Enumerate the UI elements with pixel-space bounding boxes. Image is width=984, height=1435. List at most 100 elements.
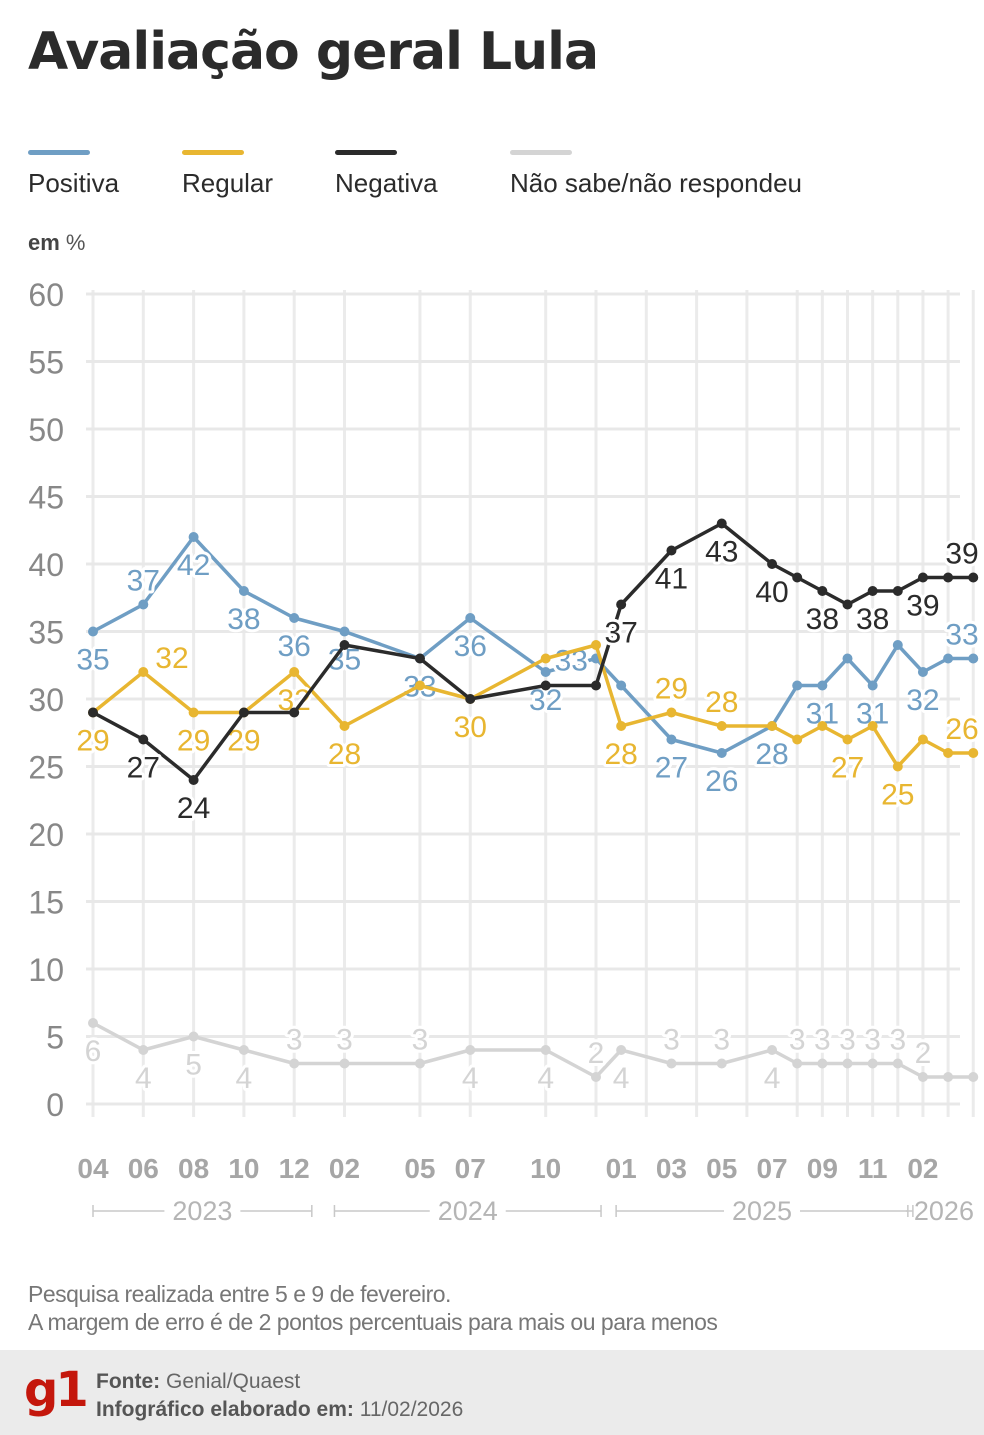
series-line-regular	[91, 643, 974, 769]
data-point-negativa	[767, 559, 778, 569]
legend-item-regular: Regular	[182, 150, 273, 199]
data-point-negativa	[138, 734, 149, 745]
data-label-regular: 26	[945, 713, 978, 746]
data-label-n-o-sabe-n-o-respondeu: 3	[839, 1024, 856, 1057]
x-tick-label: 10	[530, 1153, 561, 1184]
data-label-regular: 28	[328, 738, 361, 771]
data-point-negativa	[540, 680, 551, 691]
data-label-positiva: 36	[278, 630, 311, 663]
x-tick-label: 12	[279, 1153, 310, 1184]
data-point-positiva	[968, 653, 979, 664]
chart-notes: Pesquisa realizada entre 5 e 9 de fevere…	[28, 1280, 718, 1336]
series-line-n-o-sabe-n-o-respondeu	[92, 1021, 974, 1079]
data-point-positiva	[716, 748, 727, 758]
data-point-n-o-sabe-n-o-respondeu	[666, 1058, 677, 1069]
legend-swatch-nao-sabe	[510, 150, 572, 155]
y-tick-label: 50	[28, 412, 64, 448]
data-point-regular	[968, 748, 979, 758]
data-point-regular	[767, 721, 778, 731]
data-label-n-o-sabe-n-o-respondeu: 4	[236, 1062, 253, 1095]
data-point-n-o-sabe-n-o-respondeu	[591, 1072, 601, 1082]
data-label-n-o-sabe-n-o-respondeu: 2	[915, 1037, 932, 1070]
data-point-n-o-sabe-n-o-respondeu	[339, 1058, 350, 1069]
data-point-negativa	[88, 707, 98, 718]
data-point-regular	[867, 721, 878, 731]
data-point-regular	[917, 734, 928, 745]
data-point-positiva	[540, 667, 551, 677]
legend-label-nao-sabe: Não sabe/não respondeu	[510, 168, 803, 198]
data-point-regular	[540, 653, 551, 664]
x-tick-label: 05	[706, 1153, 737, 1184]
data-label-positiva: 42	[177, 549, 210, 582]
g1-logo: g1	[24, 1362, 89, 1418]
data-label-positiva: 32	[906, 684, 939, 717]
data-label-positiva: 32	[529, 684, 562, 717]
data-point-regular	[188, 707, 199, 718]
data-point-regular	[666, 707, 677, 718]
y-axis-unit-symbol: %	[65, 230, 86, 255]
y-tick-label: 25	[28, 750, 64, 786]
data-point-regular	[842, 734, 853, 745]
source-value: Genial/Quaest	[166, 1370, 301, 1393]
data-label-positiva: 33	[945, 619, 978, 652]
data-label-negativa: 43	[705, 536, 738, 569]
legend-label-regular: Regular	[182, 168, 274, 198]
data-label-positiva: 28	[755, 738, 788, 771]
data-point-negativa	[892, 586, 903, 596]
data-point-n-o-sabe-n-o-respondeu	[817, 1058, 828, 1069]
data-point-n-o-sabe-n-o-respondeu	[792, 1058, 803, 1069]
data-point-regular	[339, 721, 350, 731]
x-tick-label: 06	[128, 1153, 159, 1184]
source-label: Fonte:	[96, 1370, 161, 1393]
data-point-n-o-sabe-n-o-respondeu	[917, 1072, 928, 1082]
legend-swatch-negativa	[335, 150, 397, 155]
legend-swatch-positiva	[28, 150, 90, 155]
data-label-positiva: 26	[705, 765, 738, 798]
y-tick-label: 40	[28, 547, 64, 583]
data-point-negativa	[716, 518, 727, 529]
y-axis-unit-label: em	[28, 230, 60, 255]
data-point-negativa	[188, 775, 199, 785]
footer-credits: Fonte: Genial/Quaest Infográfico elabora…	[96, 1368, 463, 1424]
data-point-n-o-sabe-n-o-respondeu	[540, 1045, 551, 1055]
year-label: 2025	[732, 1196, 792, 1226]
data-point-negativa	[289, 707, 300, 718]
note-survey-dates: Pesquisa realizada entre 5 e 9 de fevere…	[28, 1281, 451, 1307]
data-label-n-o-sabe-n-o-respondeu: 5	[185, 1049, 202, 1082]
data-point-positiva	[943, 653, 954, 664]
data-point-positiva	[817, 680, 828, 691]
legend: Positiva Regular Negativa Não sabe/não r…	[0, 150, 984, 210]
data-point-n-o-sabe-n-o-respondeu	[138, 1045, 149, 1055]
footer-source: Fonte: Genial/Quaest	[96, 1368, 463, 1396]
data-point-negativa	[591, 680, 601, 691]
y-tick-label: 5	[46, 1020, 64, 1056]
data-label-n-o-sabe-n-o-respondeu: 3	[286, 1024, 303, 1057]
data-point-n-o-sabe-n-o-respondeu	[414, 1058, 425, 1069]
data-label-regular: 27	[831, 752, 864, 785]
data-point-negativa	[339, 640, 350, 650]
data-point-negativa	[465, 694, 476, 704]
data-point-regular	[616, 721, 627, 731]
data-label-n-o-sabe-n-o-respondeu: 3	[663, 1024, 680, 1057]
x-tick-label: 01	[606, 1153, 637, 1184]
data-point-positiva	[867, 680, 878, 691]
data-point-negativa	[792, 572, 803, 583]
data-point-regular	[792, 734, 803, 745]
data-point-negativa	[917, 572, 928, 583]
legend-item-positiva: Positiva	[28, 150, 119, 199]
data-point-negativa	[842, 599, 853, 610]
data-label-regular: 28	[705, 686, 738, 719]
legend-label-positiva: Positiva	[28, 168, 120, 198]
data-point-positiva	[842, 653, 853, 664]
data-point-n-o-sabe-n-o-respondeu	[892, 1058, 903, 1069]
y-tick-label: 0	[46, 1087, 64, 1123]
data-point-n-o-sabe-n-o-respondeu	[968, 1072, 979, 1082]
data-point-n-o-sabe-n-o-respondeu	[289, 1058, 300, 1069]
data-label-positiva: 35	[76, 644, 109, 677]
data-point-positiva	[616, 680, 627, 691]
data-label-n-o-sabe-n-o-respondeu: 3	[412, 1024, 429, 1057]
data-label-n-o-sabe-n-o-respondeu: 6	[85, 1035, 102, 1068]
series-line-positiva	[92, 535, 974, 755]
x-tick-label: 10	[228, 1153, 259, 1184]
data-point-positiva	[339, 626, 350, 637]
